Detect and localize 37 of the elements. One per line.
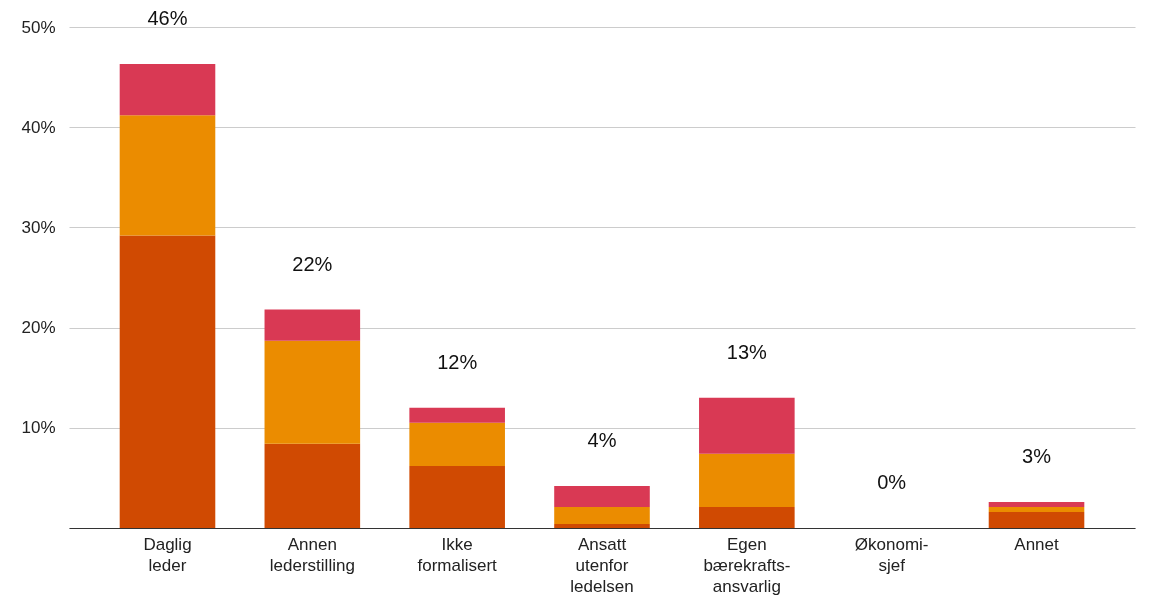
- bar: [264, 443, 361, 528]
- bar: [409, 465, 505, 528]
- bar: [988, 506, 1085, 512]
- total-label: 12%: [437, 350, 478, 373]
- y-tick-label: 20%: [21, 318, 56, 338]
- bar: [119, 64, 216, 116]
- bar: [264, 309, 361, 341]
- total-label: 3%: [1022, 444, 1052, 467]
- total-label: 4%: [587, 428, 617, 451]
- total-label: 46%: [147, 7, 188, 30]
- bar: [988, 511, 1085, 528]
- x-tick-label: Egen bærekrafts-ansvarlig: [703, 534, 791, 596]
- y-tick-label: 50%: [21, 17, 56, 37]
- bar: [409, 422, 505, 466]
- bar: [119, 115, 216, 236]
- bar: [264, 340, 361, 444]
- total-label: 22%: [292, 252, 333, 275]
- x-tick-label: Ansatt utenfor ledelsen: [570, 534, 634, 596]
- x-tick-label: Annen lederstilling: [269, 534, 355, 575]
- bar: [119, 235, 216, 528]
- bar: [988, 501, 1085, 507]
- bar: [409, 407, 505, 423]
- y-tick-label: 10%: [21, 418, 56, 438]
- bar: [554, 485, 650, 507]
- bar: [699, 453, 795, 507]
- total-label: 0%: [877, 471, 907, 493]
- x-tick-label: Annet: [1014, 534, 1059, 554]
- x-tick-label: Ikke formalisert: [417, 534, 498, 575]
- bar: [554, 523, 650, 528]
- x-tick-label: Økonomi-sjef: [854, 534, 929, 575]
- bar: [699, 397, 795, 454]
- total-label: 13%: [726, 340, 768, 363]
- bar: [554, 506, 650, 524]
- bar: [699, 506, 795, 528]
- y-tick-label: 30%: [21, 217, 56, 237]
- x-tick-label: Daglig leder: [143, 534, 192, 575]
- y-tick-label: 40%: [21, 117, 56, 137]
